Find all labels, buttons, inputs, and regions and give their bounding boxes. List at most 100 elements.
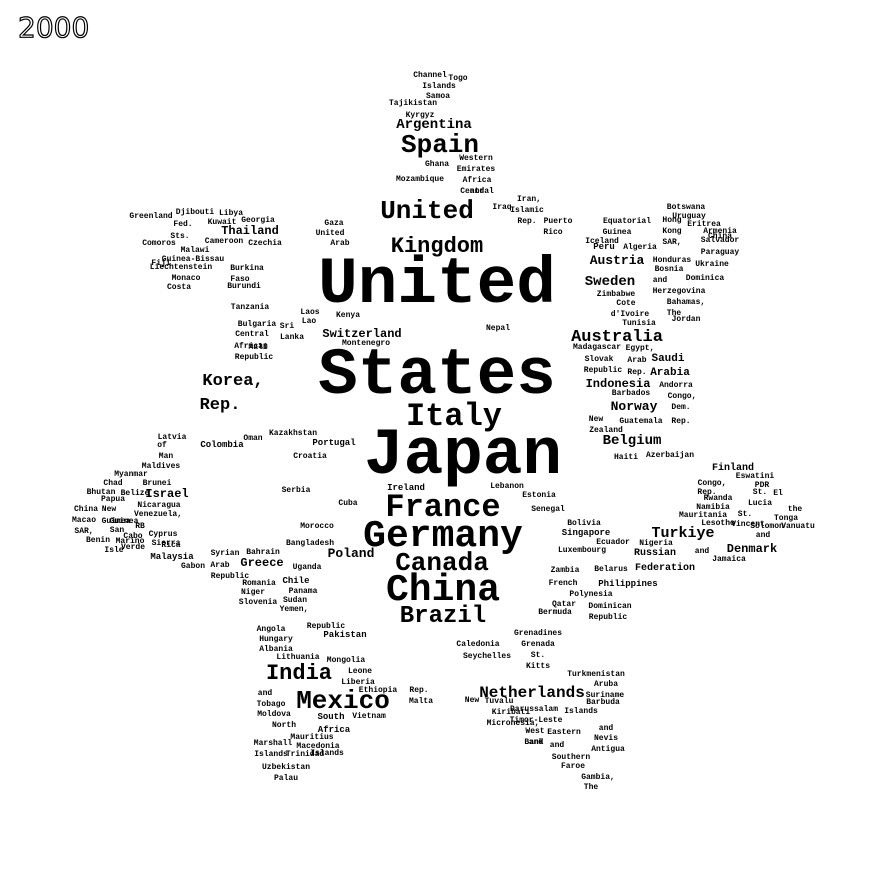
word-zimbabwe-95: Zimbabwe (597, 290, 636, 299)
word-bhutan-184: Bhutan (87, 488, 116, 497)
word-and-214: and (599, 724, 614, 733)
word-fiji-149: Fiji (151, 259, 170, 268)
word-tonga-231: Tonga (774, 514, 798, 523)
word-mauritius-134: Mauritius (290, 733, 333, 742)
word-iran-58: Iran, (517, 195, 541, 204)
word-australia-15: Australia (571, 328, 663, 347)
word-canada-10: Canada (395, 548, 489, 578)
word-salvador-226: Salvador (701, 236, 740, 245)
word-malta-133: Malta (409, 697, 433, 706)
word-bank-262: Bank (524, 738, 543, 747)
word-zealand-50: Zealand (589, 426, 623, 435)
word-tanzania-126: Tanzania (231, 303, 270, 312)
word-saudi-31: Saudi (651, 353, 684, 365)
word-uganda-93: Uganda (293, 563, 322, 572)
word-thailand-29: Thailand (221, 224, 279, 238)
word-rep-48: Rep. (627, 368, 646, 377)
word-botswana-130: Botswana (667, 203, 706, 212)
word-republic-70: Republic (211, 572, 250, 581)
word-puerto-85: Puerto (544, 217, 573, 226)
word-senegal-92: Senegal (531, 505, 565, 514)
word-israel-28: Israel (145, 487, 188, 501)
word-republic-88: Republic (589, 613, 628, 622)
word-hong-113: Hong (662, 216, 681, 225)
word-chad-155: Chad (103, 479, 122, 488)
word-dominican-87: Dominican (588, 602, 631, 611)
word-china-4: China (386, 569, 500, 612)
word-cuba-73: Cuba (338, 499, 357, 508)
word-switzerland-19: Switzerland (322, 327, 401, 341)
word-oman-104: Oman (243, 434, 262, 443)
word-austria-22: Austria (590, 253, 645, 268)
word-and-217: and (695, 547, 710, 556)
word-united-6: United (380, 196, 474, 226)
word-equatorial-162: Equatorial (603, 217, 651, 226)
word-arab-47: Arab (627, 356, 646, 365)
word-republic-180: Republic (235, 353, 274, 362)
word-libya-100: Libya (219, 209, 243, 218)
word-germany-3: Germany (363, 515, 523, 558)
word-bolivia-78: Bolivia (567, 519, 601, 528)
word-luxembourg-77: Luxembourg (558, 546, 606, 555)
word-tobago-203: Tobago (257, 700, 286, 709)
word-monaco-245: Monaco (172, 274, 201, 283)
word-peru-53: Peru (593, 242, 615, 252)
word-the-209: the (788, 505, 803, 514)
word-central-178: Central (235, 330, 269, 339)
word-belarus-102: Belarus (594, 565, 628, 574)
word-benin-176: Benin (86, 536, 110, 545)
word-syrian-68: Syrian (211, 549, 240, 558)
word-cabo-158: Cabo (123, 532, 142, 541)
word-lebanon-71: Lebanon (490, 482, 524, 491)
word-guinea-bissau-161: Guinea-Bissau (162, 255, 225, 264)
word-el-225: El (773, 489, 783, 498)
word-ecuador-72: Ecuador (596, 538, 630, 547)
word-rico-86: Rico (543, 228, 562, 237)
word-seychelles-257: Seychelles (463, 652, 511, 661)
word-faso-153: Faso (230, 275, 249, 284)
word-arabia-32: Arabia (650, 367, 690, 379)
word-micronesia-236: Micronesia, (487, 719, 540, 728)
word-ireland-39: Ireland (387, 483, 425, 493)
word-rep-173: Rep. (697, 488, 716, 497)
word-eritrea-164: Eritrea (687, 220, 721, 229)
word-and-202: and (258, 689, 273, 698)
word-uruguay-112: Uruguay (672, 212, 706, 221)
word-algeria-62: Algeria (623, 243, 657, 252)
word-ethiopia-189: Ethiopia (359, 686, 398, 695)
word-bermuda-128: Bermuda (538, 608, 572, 617)
word-korea-16: Korea, (202, 372, 263, 391)
word-lesotho-170: Lesotho (701, 519, 735, 528)
word-slovenia-106: Slovenia (239, 598, 278, 607)
word-yemen-191: Yemen, (280, 605, 309, 614)
word-sri-82: Sri (280, 322, 295, 331)
word-gabon-157: Gabon (181, 562, 205, 571)
word-uzbekistan-197: Uzbekistan (262, 763, 310, 772)
word-southern-274: Southern (552, 753, 591, 762)
word-new-255: New (465, 696, 480, 705)
word-united-265: United (316, 229, 345, 238)
word-dominica-147: Dominica (686, 274, 725, 283)
word-costa-221: Costa (167, 283, 191, 292)
word-united-0: United (318, 247, 556, 322)
word-colombia-37: Colombia (200, 440, 244, 450)
word-vanuatu-232: Vanuatu (781, 522, 815, 531)
word-burkina-152: Burkina (230, 264, 264, 273)
word-panama-111: Panama (289, 587, 318, 596)
word-kyrgyz-194: Kyrgyz (406, 111, 435, 120)
word-argentina-18: Argentina (396, 117, 472, 133)
word-tunisia-84: Tunisia (622, 319, 656, 328)
word-guatemala-79: Guatemala (619, 417, 662, 426)
year-label: 2000 (17, 11, 90, 44)
word-guinea-277: Guinea (110, 517, 139, 526)
word-cyprus-109: Cyprus (149, 530, 178, 539)
word-cote-96: Cote (616, 299, 635, 308)
word-vincent-207: Vincent (731, 520, 765, 529)
word-kenya-91: Kenya (336, 311, 360, 320)
word-new-276: New (102, 505, 117, 514)
word-eastern-272: Eastern (547, 728, 581, 737)
word-finland-33: Finland (712, 462, 754, 474)
word-marshall-239: Marshall (254, 739, 293, 748)
word-tuvalu-234: Tuvalu (485, 697, 514, 706)
word-rep-17: Rep. (200, 396, 241, 415)
